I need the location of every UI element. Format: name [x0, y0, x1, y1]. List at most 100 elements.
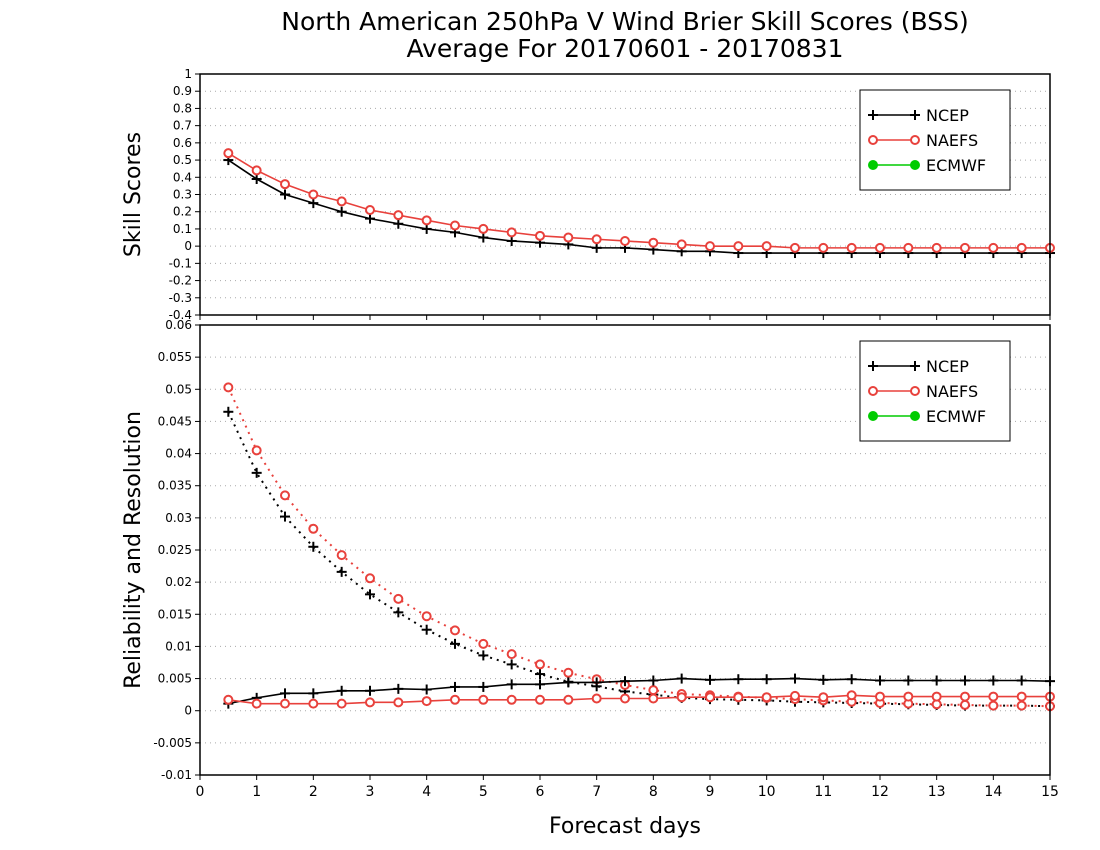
x-tick-label: 15: [1041, 784, 1059, 800]
panel-2-legend-item-ncep: NCEP: [868, 357, 969, 376]
panel-1-ytick-label: 0.4: [173, 170, 192, 184]
panel-2-point-naefs: [931, 691, 942, 702]
panel-2-point-naefs: [761, 692, 772, 703]
panel-2-ytick-label: 0.035: [158, 479, 192, 493]
panel-1-legend-label: ECMWF: [926, 156, 986, 175]
panel-1-y-axis-label: Skill Scores: [121, 132, 146, 257]
panel-2-point-naefs: [308, 523, 319, 534]
panels: 1 0.9 0.8 0.7 0.6 0.5 0.4 0.3 0.2 0.1 0 -0.1 -0.2 -0.…: [121, 67, 1059, 800]
x-tick-label: 11: [814, 784, 832, 800]
x-tick-label: 7: [592, 784, 601, 800]
panel-1-ytick-label: 0.3: [173, 188, 192, 202]
panel-2-point-naefs: [336, 698, 347, 709]
panel-1-point-naefs: [790, 242, 800, 253]
panel-2-legend: NCEP NAEFS ECMWF: [859, 340, 1011, 442]
panel-1-ytick-label: 0: [184, 239, 192, 253]
panel-1-ytick-label: 0.1: [173, 222, 192, 236]
panel-1-point-naefs: [280, 179, 290, 190]
x-tick-label: 6: [536, 784, 545, 800]
panel-2-point-naefs: [336, 550, 347, 561]
panel-2-point-naefs: [421, 696, 432, 707]
panel-1-legend-marker: [868, 135, 878, 145]
panel-2-point-naefs: [421, 611, 432, 622]
panel-2-legend-marker: [868, 386, 878, 396]
panel-1-series-naefs-solid: [223, 148, 1055, 253]
panel-1-frame: [199, 73, 1051, 316]
panel-2-legend-item-naefs: NAEFS: [868, 382, 978, 401]
panel-2-point-naefs: [620, 693, 630, 704]
panel-1-point-naefs: [591, 234, 602, 245]
panel-2-point-naefs: [563, 667, 574, 678]
panel-2-point-naefs: [733, 692, 744, 703]
panel-2-ytick-label: 0.005: [158, 672, 192, 686]
panel-2-point-naefs: [535, 694, 545, 705]
panel-1-point-naefs: [365, 204, 375, 215]
panel-1-point-naefs: [223, 148, 234, 159]
x-tick-label: 9: [706, 784, 715, 800]
panel-2-point-naefs: [280, 490, 290, 501]
panel-2-point-naefs: [251, 445, 262, 456]
panel-1-legend-label: NAEFS: [926, 131, 978, 150]
panel-1-point-naefs: [960, 242, 970, 253]
panel-2-point-naefs: [506, 694, 517, 705]
panel-2-point-naefs: [790, 690, 800, 701]
panel-1-legend-item-naefs: NAEFS: [868, 131, 978, 150]
panel-2-point-naefs: [365, 573, 375, 584]
panel-2-point-naefs: [506, 649, 517, 660]
panel-2-point-naefs: [988, 700, 999, 711]
panel-2-ytick-label: 0.06: [165, 318, 192, 332]
panel-2-ytick-label: -0.01: [161, 768, 192, 782]
panel-1-ytick-label: 0.7: [173, 119, 192, 133]
panel-1-point-naefs: [251, 165, 262, 176]
panel-1-ytick-label: -0.3: [169, 291, 192, 305]
panel-2-legend-label: NAEFS: [926, 382, 978, 401]
panel-1-legend-item-ecmwf: ECMWF: [868, 156, 986, 175]
panel-1-point-naefs: [846, 242, 857, 253]
panel-2-legend-label: NCEP: [926, 357, 969, 376]
panel-1-point-naefs: [506, 227, 517, 238]
panel-2-ytick-label: 0.03: [165, 511, 192, 525]
panel-1-ytick-label: 0.8: [173, 101, 192, 115]
panel-2-ytick-label: 0.05: [165, 382, 192, 396]
panel-2-point-naefs: [535, 659, 545, 670]
panel-1-ytick-label: 0.2: [173, 205, 192, 219]
panel-2-ytick-label: 0.04: [165, 447, 192, 461]
panel-1-ytick-label: 1: [184, 67, 192, 81]
panel-1-ytick-label: -0.4: [169, 308, 192, 322]
panel-2-point-naefs: [251, 698, 262, 709]
panel-1: 1 0.9 0.8 0.7 0.6 0.5 0.4 0.3 0.2 0.1 0 -0.1 -0.2 -0.…: [121, 67, 1055, 322]
panel-1-point-naefs: [705, 241, 715, 252]
panel-2-ytick-label: -0.005: [153, 736, 192, 750]
panel-2-point-naefs: [223, 382, 234, 393]
panel-1-point-naefs: [875, 242, 885, 253]
panel-1-point-naefs: [620, 235, 630, 246]
panel-1-point-naefs: [903, 242, 914, 253]
panel-2-point-naefs: [591, 693, 602, 704]
panel-1-point-naefs: [818, 242, 829, 253]
x-tick-label: 14: [984, 784, 1002, 800]
panel-1-point-naefs: [676, 239, 687, 250]
panel-2-series-ncep-solid: [223, 673, 1055, 709]
panel-1-point-naefs: [421, 215, 432, 226]
panel-2-point-naefs: [308, 698, 319, 709]
panel-2-legend-marker: [910, 411, 920, 421]
x-tick-label: 3: [366, 784, 375, 800]
panel-1-legend-marker: [868, 160, 878, 170]
panel-2-frame: [199, 324, 1051, 776]
panel-1-point-naefs: [733, 241, 744, 252]
x-tick-label: 5: [479, 784, 488, 800]
panel-2-point-naefs: [478, 694, 489, 705]
x-tick-label: 12: [871, 784, 889, 800]
panel-1-point-naefs: [988, 242, 999, 253]
panel-2-ytick-label: 0.025: [158, 543, 192, 557]
panel-1-ytick-label: 0.9: [173, 84, 192, 98]
x-tick-label: 10: [758, 784, 776, 800]
panel-2-point-naefs: [875, 691, 885, 702]
panel-2-series-naefs-solid: [223, 690, 1055, 709]
panel-2-point-naefs: [223, 694, 234, 705]
panel-2-point-naefs: [1016, 691, 1027, 702]
panel-2-point-naefs: [450, 694, 460, 705]
panel-1-point-naefs: [1016, 242, 1027, 253]
panel-1-point-naefs: [478, 223, 489, 234]
